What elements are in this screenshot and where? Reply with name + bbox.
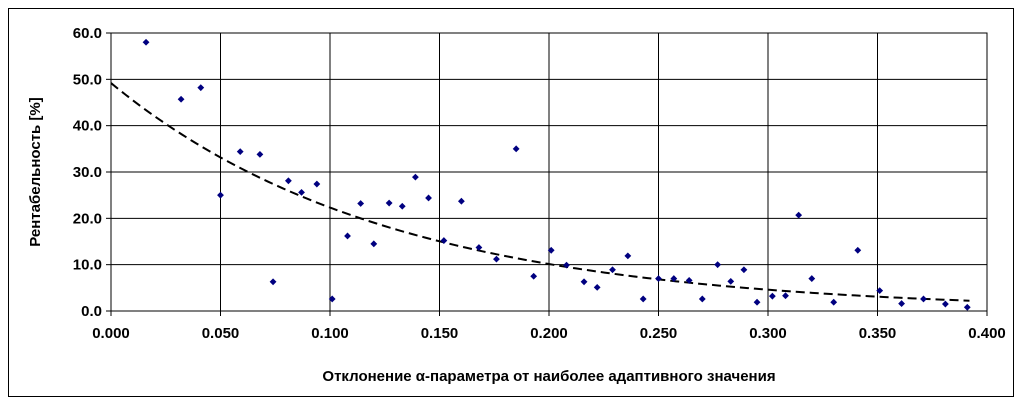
x-tick-label: 0.300 (749, 325, 787, 342)
data-point (530, 272, 538, 280)
data-point (795, 211, 803, 219)
data-point (493, 255, 500, 263)
data-point (177, 95, 185, 103)
data-point (698, 295, 706, 303)
data-point (256, 150, 264, 158)
data-point (655, 275, 662, 282)
trendline-group (110, 82, 970, 302)
y-tick-label: 0.0 (81, 303, 102, 320)
x-tick-label: 0.350 (859, 325, 897, 342)
data-point (685, 277, 693, 284)
data-point (714, 261, 722, 269)
data-point (740, 266, 748, 274)
y-axis-title: Рентабельность [%] (27, 97, 44, 247)
data-point (753, 298, 761, 306)
y-tick-label: 30.0 (73, 164, 102, 181)
data-point (609, 266, 616, 274)
x-tick-label: 0.100 (311, 325, 349, 342)
data-point (547, 246, 555, 254)
x-tick-label: 0.200 (530, 325, 568, 342)
data-point (563, 261, 570, 269)
data-point (236, 148, 244, 156)
data-point (475, 244, 483, 251)
x-tick-label: 0.000 (92, 325, 130, 342)
y-tick-label: 10.0 (73, 257, 102, 274)
data-point (580, 278, 588, 286)
data-point (298, 188, 305, 196)
data-point (639, 295, 647, 303)
y-tick-label: 60.0 (73, 25, 102, 42)
data-point (412, 173, 419, 181)
data-point (313, 180, 321, 188)
data-point (854, 246, 862, 254)
gridlines (110, 32, 988, 312)
x-tick-label: 0.150 (421, 325, 459, 342)
y-tick-label: 40.0 (73, 118, 102, 135)
x-tick-label: 0.050 (202, 325, 240, 342)
x-axis-title: Отклонение α-параметра от наиболее адапт… (322, 368, 775, 385)
data-points (142, 38, 971, 311)
data-point (963, 303, 971, 311)
data-point (670, 275, 678, 282)
data-point (512, 145, 520, 153)
data-point (458, 197, 465, 205)
data-point (385, 199, 393, 207)
x-tick-label: 0.250 (640, 325, 678, 342)
plot-area-border (110, 32, 988, 312)
data-point (876, 287, 884, 295)
trendline (110, 82, 970, 302)
data-point (425, 194, 432, 202)
data-point (593, 283, 601, 291)
data-point (197, 84, 205, 92)
data-point (328, 295, 336, 303)
data-point (727, 277, 735, 285)
data-point (217, 191, 224, 199)
tick-labels: 0.0 10.0 20.0 30.0 40.0 50.0 60.0 0.000 0.050 0.1… (73, 25, 1006, 342)
y-tick-label: 50.0 (73, 71, 102, 88)
data-point (398, 202, 406, 210)
y-tick-label: 20.0 (73, 210, 102, 227)
axes (106, 32, 988, 316)
data-point (768, 292, 776, 300)
x-tick-label: 0.400 (968, 325, 1006, 342)
data-point (142, 38, 150, 46)
data-point (920, 295, 927, 303)
data-point (370, 240, 378, 248)
data-point (344, 232, 351, 240)
data-point (782, 292, 789, 300)
data-point (357, 200, 365, 207)
data-point (624, 252, 632, 260)
data-point (269, 278, 277, 286)
data-point (440, 237, 448, 244)
chart-frame: 0.0 10.0 20.0 30.0 40.0 50.0 60.0 0.000 0.050 0.1… (8, 8, 1014, 397)
data-point (941, 300, 949, 308)
data-point (898, 300, 905, 307)
data-point (830, 298, 838, 306)
data-point (808, 275, 816, 282)
data-point (284, 177, 292, 185)
scatter-chart: 0.0 10.0 20.0 30.0 40.0 50.0 60.0 0.000 0.050 0.1… (27, 25, 1006, 385)
